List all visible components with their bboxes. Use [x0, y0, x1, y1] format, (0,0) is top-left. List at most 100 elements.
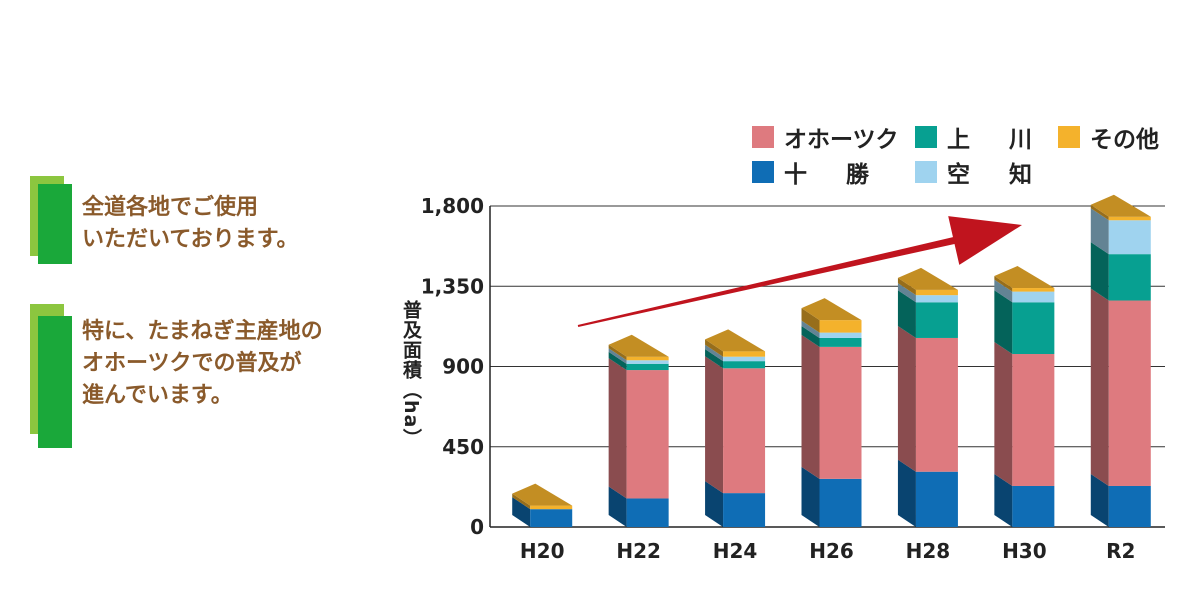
bar-segment: [819, 332, 862, 338]
x-tick-label: H22: [616, 539, 661, 563]
legend-label: その他: [1090, 127, 1159, 153]
bar-segment: [819, 320, 862, 333]
bar-segment: [723, 356, 766, 362]
bar-segment-side: [1090, 204, 1109, 221]
bar-segment-side: [897, 459, 916, 527]
bar-segment: [530, 505, 573, 510]
bar-segment-side: [608, 358, 627, 499]
bar-segment-side: [512, 497, 531, 527]
bar-segment-side: [705, 356, 724, 494]
y-axis-label: 普及面積（ha）: [400, 300, 422, 449]
bar-segment: [626, 498, 669, 527]
bar-top: [512, 483, 573, 506]
bar-segment-side: [1090, 473, 1109, 527]
trend-arrow-shape: [577, 216, 1022, 328]
legend-label: 上 川: [947, 127, 1040, 153]
bar-segment: [1108, 300, 1151, 486]
bar-top: [608, 334, 669, 357]
bar-top: [705, 329, 766, 352]
bar-segment: [626, 356, 669, 361]
x-tick-label: R2: [1106, 539, 1135, 563]
bar-top: [994, 266, 1055, 289]
bar-segment: [1108, 220, 1151, 255]
bar-segment: [626, 370, 669, 499]
note-okhotsk: 特に、たまねぎ主産地の オホーツクでの普及が 進んでいます。: [30, 304, 370, 454]
x-tick-label: H26: [809, 539, 854, 563]
bar-top: [897, 267, 958, 290]
note-line: 全道各地でご使用: [82, 195, 259, 220]
bar-segment: [1012, 302, 1055, 355]
bar-segment: [819, 478, 862, 527]
x-tick-label: H24: [713, 539, 758, 563]
bar-segment: [723, 368, 766, 494]
bar-segment-side: [608, 348, 627, 364]
bar-segment-side: [1090, 288, 1109, 486]
bar-segment-side: [801, 334, 820, 479]
bar-segment-side: [608, 351, 627, 371]
bar-segment: [915, 302, 958, 338]
legend-item-sorachi: 空 知: [915, 155, 1040, 189]
legend-item-okhotsk: オホーツク: [752, 120, 899, 154]
bar-segment: [819, 346, 862, 479]
bar-segment: [626, 360, 669, 364]
bar-segment: [723, 361, 766, 369]
bar-segment-side: [994, 279, 1013, 303]
bar-segment-side: [801, 466, 820, 527]
bar-segment-side: [897, 277, 916, 296]
bar-segment: [819, 337, 862, 347]
bar-segment-side: [994, 473, 1013, 527]
bar-segment-side: [994, 290, 1013, 355]
bar-top: [801, 298, 862, 321]
y-tick-label: 1,350: [421, 274, 484, 298]
bar-segment: [1108, 485, 1151, 527]
bar-segment-side: [1090, 208, 1109, 255]
note-line: オホーツクでの普及が: [82, 351, 302, 376]
bar-segment-side: [897, 290, 916, 338]
legend-label: オホーツク: [784, 127, 899, 153]
bar-segment-side: [801, 320, 820, 338]
bar-segment: [915, 289, 958, 296]
note-line: 特に、たまねぎ主産地の: [82, 319, 323, 344]
bar-segment-side: [512, 493, 531, 510]
legend-swatch: [1058, 126, 1080, 148]
legend-item-other: その他: [1058, 120, 1159, 154]
y-tick-label: 450: [442, 435, 484, 459]
legend-swatch: [752, 126, 774, 148]
bar-segment: [915, 471, 958, 527]
bar-segment-side: [897, 283, 916, 303]
bar-segment: [626, 363, 669, 371]
note-line: 進んでいます。: [82, 383, 233, 408]
y-tick-label: 900: [442, 355, 484, 379]
legend-swatch: [915, 126, 937, 148]
y-tick-label: 0: [470, 515, 484, 539]
bar-segment-side: [801, 308, 820, 333]
bar-segment: [1108, 216, 1151, 221]
bar-segment: [723, 493, 766, 527]
bar-segment-side: [897, 325, 916, 472]
legend-item-tokachi: 十 勝: [752, 155, 877, 189]
bar-segment-side: [608, 344, 627, 361]
bar-segment: [723, 351, 766, 357]
bar-segment: [1012, 485, 1055, 527]
note-marker-front: [38, 184, 72, 264]
bar-segment-side: [705, 344, 724, 362]
bar-segment: [1108, 254, 1151, 301]
note-marker-front: [38, 316, 72, 448]
note-line: いただいております。: [82, 227, 299, 252]
bar-segment: [915, 337, 958, 472]
bar-segment-side: [705, 339, 724, 357]
legend-label: 十 勝: [784, 162, 877, 188]
legend-item-kamikawa: 上 川: [915, 120, 1040, 154]
x-tick-label: H28: [906, 539, 951, 563]
bar-segment-side: [705, 481, 724, 527]
bar-segment-side: [994, 342, 1013, 486]
legend-swatch: [752, 161, 774, 183]
bar-segment-side: [705, 349, 724, 369]
bar-top: [1090, 194, 1151, 217]
x-tick-label: H30: [1002, 539, 1047, 563]
bar-segment: [1012, 291, 1055, 303]
bar-segment: [1012, 354, 1055, 486]
bar-segment: [915, 295, 958, 303]
bar-segment: [530, 509, 573, 527]
